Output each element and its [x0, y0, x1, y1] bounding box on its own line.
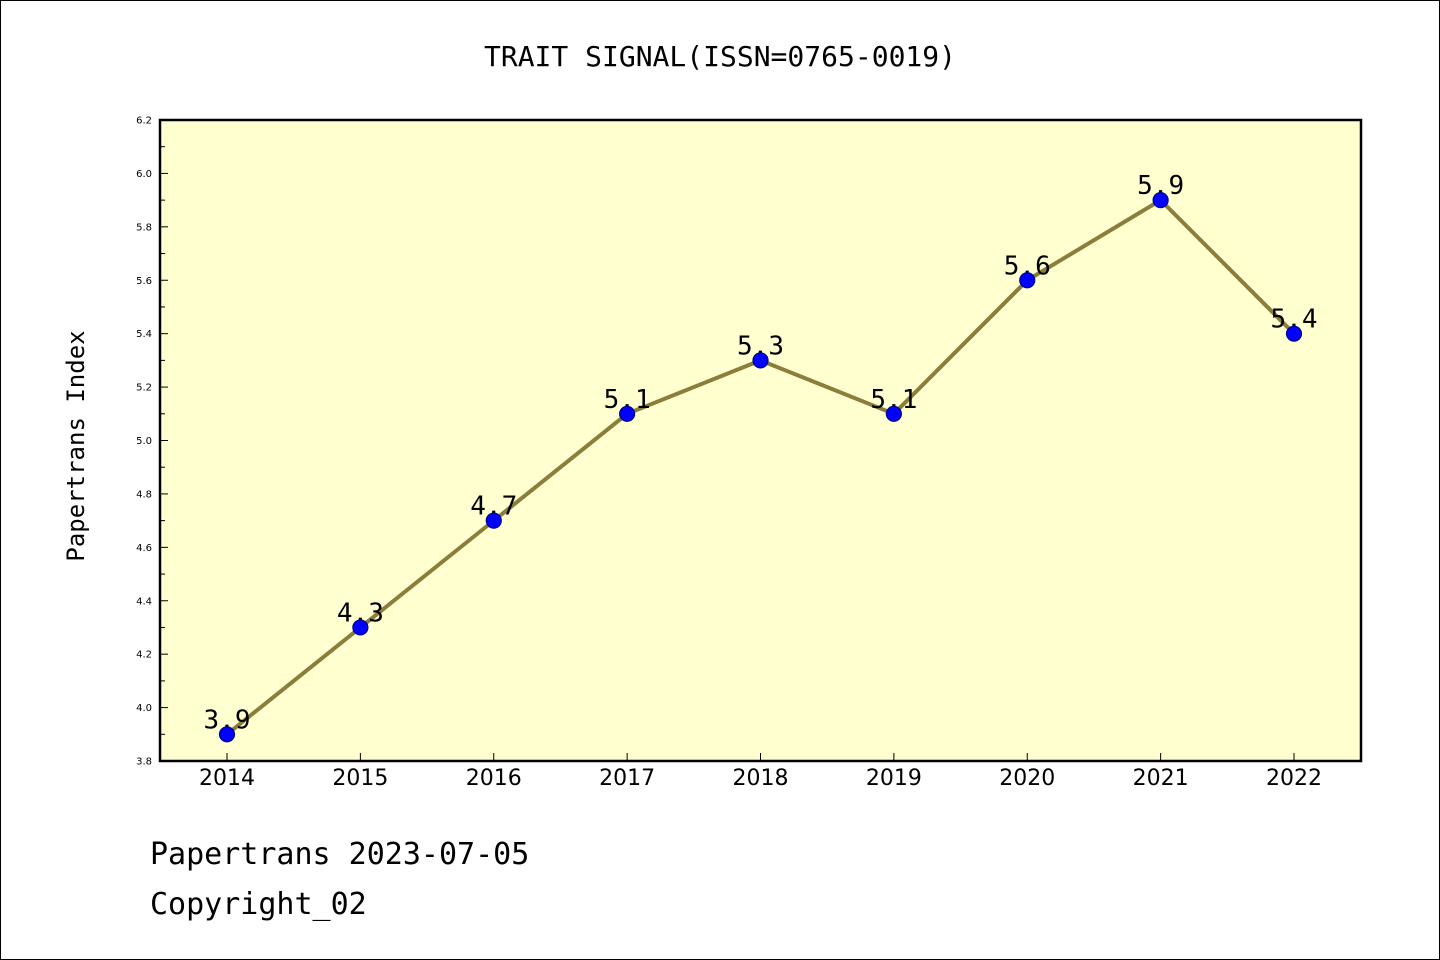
x-tick-label: 2017	[599, 766, 655, 791]
y-tick-label: 3.8	[136, 757, 152, 768]
data-point	[485, 512, 502, 529]
x-tick-label: 2016	[466, 766, 522, 791]
y-tick-label: 5.0	[136, 436, 152, 447]
plot-area	[160, 120, 1361, 761]
y-tick-label: 4.8	[136, 489, 152, 500]
footer-date: Papertrans 2023-07-05	[150, 837, 529, 872]
data-point	[352, 619, 369, 636]
y-tick-label: 5.6	[136, 276, 152, 287]
y-tick-label: 6.2	[136, 116, 152, 127]
y-tick-label: 6.0	[136, 169, 152, 180]
x-tick-label: 2020	[999, 766, 1055, 791]
x-tick-label: 2019	[866, 766, 922, 791]
y-tick-label: 4.6	[136, 543, 152, 554]
x-tick-label: 2022	[1266, 766, 1322, 791]
y-axis: 3.8 4.0 4.2 4.4 4.6 4.8 5.0 5.2 5.4 5.6 5.8 6.0 6.2	[136, 116, 168, 768]
x-tick-label: 2014	[199, 766, 255, 791]
x-tick-label: 2018	[733, 766, 789, 791]
plot-border	[158, 118, 1363, 763]
data-point	[619, 405, 636, 422]
data-point	[1285, 325, 1303, 342]
y-axis-label: Papertrans Index	[62, 330, 90, 561]
data-point	[885, 405, 902, 422]
x-axis: 2014 2015 2016 2017 2018 2019 2020 2021 2022	[199, 753, 1322, 791]
y-tick-label: 4.0	[136, 703, 152, 714]
y-tick-label: 5.8	[136, 222, 152, 233]
x-tick-label: 2015	[332, 766, 388, 791]
y-tick-label: 4.4	[136, 596, 152, 607]
y-tick-label: 4.2	[136, 650, 152, 661]
data-point	[218, 726, 236, 743]
data-point	[1019, 272, 1036, 289]
chart-title: TRAIT SIGNAL(ISSN=0765-0019)	[484, 40, 956, 73]
x-tick-label: 2021	[1133, 766, 1189, 791]
footer-copyright: Copyright_02	[150, 887, 367, 922]
data-point	[1152, 192, 1169, 209]
data-point	[752, 352, 769, 369]
y-tick-label: 5.2	[136, 383, 152, 394]
series-layer: 3.94.34.75.15.35.15.65.95.4	[204, 171, 1317, 743]
y-tick-label: 5.4	[136, 329, 152, 340]
